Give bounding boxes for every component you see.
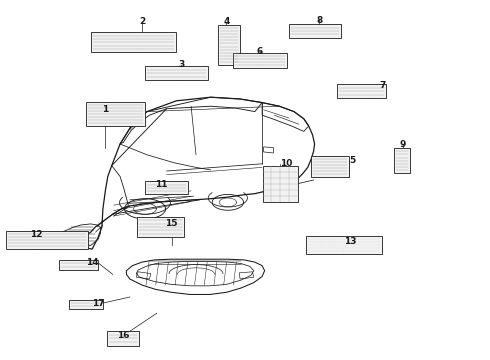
Bar: [91, 32, 176, 52]
Bar: [311, 156, 349, 177]
Bar: [306, 236, 382, 254]
Bar: [337, 84, 386, 98]
Bar: [69, 300, 103, 309]
Bar: [6, 231, 88, 249]
Text: 1: 1: [102, 105, 108, 114]
Bar: [137, 217, 184, 237]
Bar: [86, 102, 145, 126]
Text: 3: 3: [178, 60, 184, 69]
Text: 4: 4: [223, 17, 230, 26]
Bar: [145, 181, 188, 194]
Bar: [59, 260, 98, 270]
Text: 14: 14: [86, 258, 98, 267]
Bar: [394, 148, 410, 173]
Text: 7: 7: [379, 81, 386, 90]
Text: 5: 5: [350, 156, 356, 165]
Text: 17: 17: [92, 299, 104, 307]
Text: 6: 6: [257, 47, 263, 56]
Bar: [233, 53, 287, 68]
Text: 16: 16: [117, 331, 130, 340]
Text: 11: 11: [155, 180, 168, 189]
Bar: [263, 166, 298, 202]
Text: 13: 13: [344, 237, 357, 246]
Bar: [289, 24, 341, 38]
Text: 15: 15: [165, 220, 178, 229]
Text: 12: 12: [30, 230, 43, 239]
Bar: [107, 331, 139, 346]
Text: 9: 9: [399, 140, 406, 149]
Text: 2: 2: [139, 17, 145, 26]
Text: 10: 10: [280, 159, 293, 168]
Bar: [145, 66, 208, 80]
Text: 8: 8: [317, 16, 322, 25]
Bar: [218, 25, 240, 65]
